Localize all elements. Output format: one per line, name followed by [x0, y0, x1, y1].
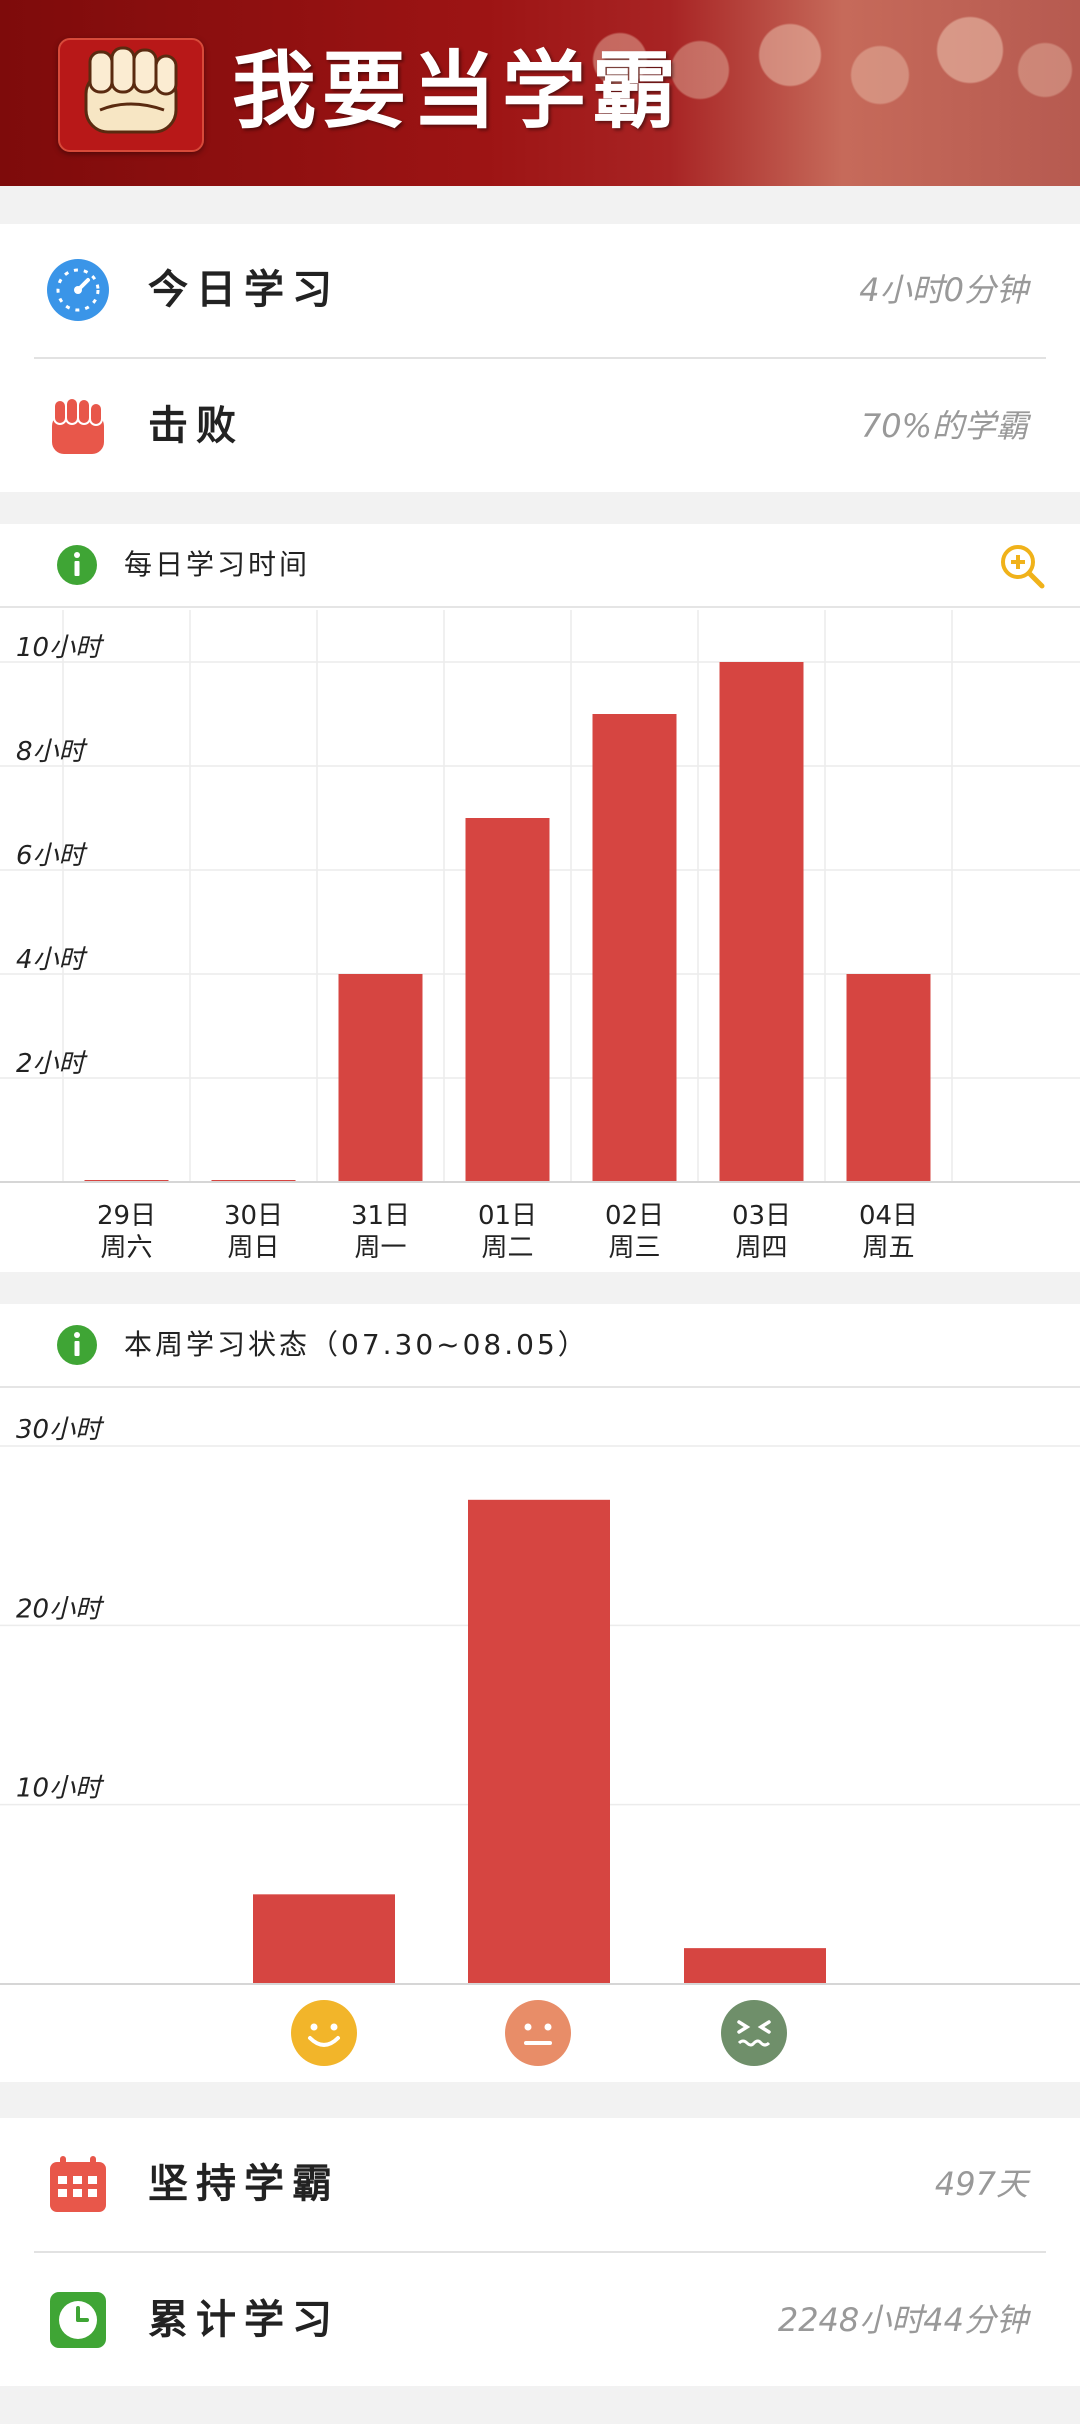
- info-icon: [57, 545, 97, 585]
- bar: [468, 1499, 610, 1984]
- daily-chart-card: 每日学习时间 2小时 4小时 6小时 8小时 10小时 29日 周六 30日 周日 31日 周一 01…: [0, 524, 1080, 1272]
- persist-label: 坚持学霸: [148, 2161, 340, 2207]
- divider: [0, 606, 1080, 608]
- bar: [338, 974, 423, 1182]
- weekly-chart-header: 本周学习状态（07.30~08.05）: [0, 1304, 1080, 1386]
- weekly-chart-card: 本周学习状态（07.30~08.05） 10小时 20小时 30小时: [0, 1304, 1080, 2082]
- beat-label: 击败: [148, 403, 244, 449]
- clock-icon: [50, 2292, 106, 2348]
- bar: [592, 714, 677, 1182]
- zoom-in-icon[interactable]: [998, 542, 1046, 590]
- clock-icon: [47, 259, 109, 321]
- bar: [846, 974, 931, 1182]
- stats-card: 坚持学霸 497天 累计学习 2248小时44分钟: [0, 2118, 1080, 2386]
- divider: [34, 2251, 1046, 2253]
- today-study-value: 4小时0分钟: [859, 271, 1028, 309]
- y-tick-label: 2小时: [16, 1049, 89, 1079]
- divider: [0, 1386, 1080, 1388]
- daily-chart-header: 每日学习时间: [0, 524, 1080, 606]
- y-tick-label: 20小时: [16, 1594, 105, 1624]
- happy-face-icon: [291, 2000, 357, 2066]
- persist-row: 坚持学霸 497天: [0, 2118, 1080, 2250]
- x-tick-label: 周三: [608, 1233, 660, 1263]
- sad-face-icon: [721, 2000, 787, 2066]
- today-study-row: 今日学习 4小时0分钟: [0, 224, 1080, 356]
- neutral-face-icon: [505, 2000, 571, 2066]
- weekly-chart-title: 本周学习状态（07.30~08.05）: [124, 1328, 589, 1361]
- bar: [465, 818, 550, 1182]
- total-row: 累计学习 2248小时44分钟: [0, 2254, 1080, 2386]
- bar: [719, 662, 804, 1182]
- bar: [253, 1894, 395, 1984]
- x-tick-label: 30日: [224, 1201, 283, 1231]
- total-label: 累计学习: [148, 2297, 340, 2343]
- x-tick-label: 周一: [354, 1233, 406, 1263]
- daily-chart-title: 每日学习时间: [124, 548, 311, 581]
- app-title: 我要当学霸: [232, 42, 683, 140]
- persist-value: 497天: [934, 2165, 1028, 2203]
- x-tick-label: 周四: [735, 1233, 787, 1263]
- y-tick-label: 10小时: [16, 1774, 105, 1804]
- x-tick-label: 周五: [862, 1233, 914, 1263]
- y-tick-label: 30小时: [16, 1415, 105, 1445]
- fist-logo: [58, 38, 204, 152]
- calendar-icon: [50, 2156, 106, 2212]
- weekly-bar-chart: 10小时 20小时 30小时: [0, 1415, 1080, 1985]
- x-tick-label: 周日: [227, 1233, 279, 1263]
- banner-crowd-image: [580, 0, 1080, 186]
- today-study-label: 今日学习: [148, 267, 340, 313]
- divider: [34, 357, 1046, 359]
- beat-row: 击败 70%的学霸: [0, 360, 1080, 492]
- x-tick-label: 02日: [605, 1201, 664, 1231]
- y-tick-label: 4小时: [16, 945, 89, 975]
- beat-value: 70%的学霸: [860, 407, 1028, 445]
- app-banner: 我要当学霸: [0, 0, 1080, 186]
- summary-card: 今日学习 4小时0分钟 击败 70%的学霸: [0, 224, 1080, 492]
- total-value: 2248小时44分钟: [777, 2301, 1028, 2339]
- y-tick-label: 6小时: [16, 841, 89, 871]
- bar: [684, 1948, 826, 1984]
- y-tick-label: 8小时: [16, 737, 89, 767]
- fist-icon: [52, 397, 104, 454]
- info-icon: [57, 1325, 97, 1365]
- x-tick-label: 周六: [100, 1233, 152, 1263]
- x-tick-label: 31日: [351, 1201, 410, 1231]
- x-tick-label: 周二: [481, 1233, 533, 1263]
- x-tick-label: 29日: [97, 1201, 156, 1231]
- x-tick-label: 04日: [859, 1201, 918, 1231]
- x-tick-label: 03日: [732, 1201, 791, 1231]
- y-tick-label: 10小时: [16, 633, 105, 663]
- x-tick-label: 01日: [478, 1201, 537, 1231]
- daily-bar-chart: 2小时4小时6小时8小时10小时29日周六30日周日31日周一01日周二02日周…: [0, 610, 1080, 1263]
